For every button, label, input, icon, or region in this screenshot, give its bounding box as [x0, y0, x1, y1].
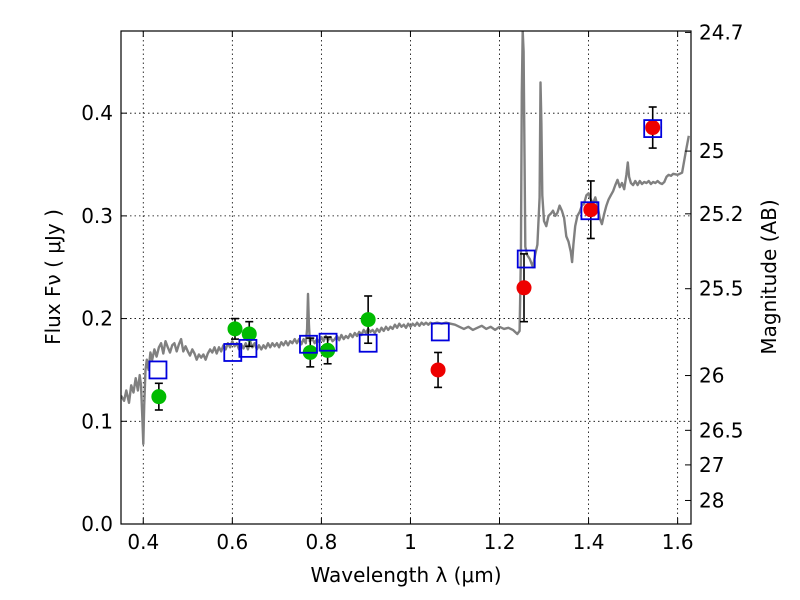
y-tick-label: 0.0	[81, 512, 113, 536]
series-layer	[121, 31, 690, 446]
right-tick-label: 24.7	[699, 20, 744, 44]
right-axis-label: Magnitude (AB)	[757, 199, 781, 354]
flux-point	[227, 321, 243, 337]
axis-ticks: 0.4 0.6 0.8 1 1.2 1.4 1.6 0.0 0.1 0.2 0.3 0.4 24.7 25…	[81, 20, 743, 554]
right-tick-label: 26.5	[699, 418, 744, 442]
x-tick-label: 1.4	[573, 530, 605, 554]
x-axis-label: Wavelength λ (μm)	[310, 563, 501, 587]
model-flux-square	[430, 322, 450, 342]
model-flux-square	[516, 249, 536, 269]
right-tick-label: 25	[699, 139, 724, 163]
grid-lines	[121, 31, 691, 524]
flux-point	[516, 280, 532, 296]
y-axis-label: Flux Fν ( μJy )	[41, 209, 65, 345]
model-flux-square	[643, 119, 663, 138]
right-tick-label: 28	[699, 488, 724, 512]
right-tick-label: 25.2	[699, 202, 744, 226]
y-tick-label: 0.2	[81, 307, 113, 331]
spectrum-line	[121, 31, 690, 446]
model-flux-square	[580, 201, 600, 221]
y-tick-label: 0.3	[81, 204, 113, 228]
flux-point	[151, 389, 167, 405]
x-tick-label: 0.8	[305, 530, 337, 554]
flux-point	[645, 120, 661, 136]
flux-point	[583, 202, 599, 218]
x-tick-label: 1.6	[662, 530, 694, 554]
model-flux-square	[223, 343, 243, 362]
plot-frame	[120, 30, 692, 525]
right-tick-label: 26	[699, 364, 724, 388]
flux-point	[241, 326, 257, 342]
y-tick-label: 0.4	[81, 101, 113, 125]
x-tick-label: 1.2	[484, 530, 516, 554]
x-tick-label: 0.4	[127, 530, 159, 554]
flux-point	[430, 362, 446, 378]
model-flux-square	[358, 333, 378, 353]
plot-area	[121, 31, 690, 446]
right-tick-label: 25.5	[699, 277, 744, 301]
model-flux-square	[238, 338, 258, 358]
x-tick-label: 0.6	[216, 530, 248, 554]
flux-point	[360, 312, 376, 328]
y-tick-label: 0.1	[81, 409, 113, 433]
model-flux-square	[318, 332, 338, 352]
x-tick-label: 1	[404, 530, 417, 554]
right-tick-label: 27	[699, 453, 724, 477]
model-flux-square	[148, 360, 168, 380]
model-flux-square	[299, 334, 318, 354]
